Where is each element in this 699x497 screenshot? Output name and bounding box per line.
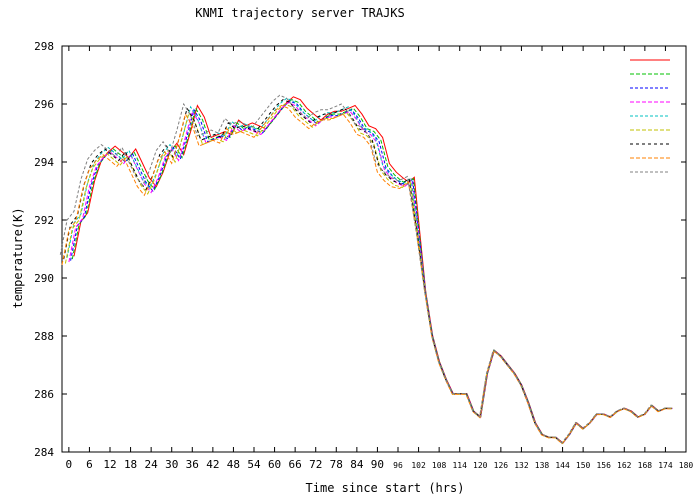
x-tick-label: 180 xyxy=(679,461,694,470)
x-tick-label: 120 xyxy=(473,461,488,470)
series-lines xyxy=(59,94,673,445)
y-tick-label: 296 xyxy=(34,98,54,111)
x-tick-label: 24 xyxy=(145,458,159,471)
x-tick-label: 168 xyxy=(638,461,653,470)
y-axis: 284 286 288 290 292 294 296 298 xyxy=(34,40,686,459)
series-line-8 xyxy=(61,104,672,445)
x-tick-label: 108 xyxy=(432,461,447,470)
x-tick-label: 60 xyxy=(268,458,281,471)
chart-title: KNMI trajectory server TRAJKS xyxy=(195,6,405,20)
series-line-1 xyxy=(73,96,673,444)
x-tick-label: 174 xyxy=(658,461,673,470)
x-tick-label: 150 xyxy=(576,461,591,470)
x-tick-label: 54 xyxy=(247,458,261,471)
x-tick-label: 156 xyxy=(596,461,611,470)
x-axis-label: Time since start (hrs) xyxy=(306,481,465,495)
y-tick-label: 298 xyxy=(34,40,54,53)
x-tick-label: 162 xyxy=(617,461,632,470)
x-tick-label: 84 xyxy=(350,458,364,471)
y-tick-label: 292 xyxy=(34,214,54,227)
series-line-6 xyxy=(64,103,672,445)
x-tick-label: 6 xyxy=(86,458,93,471)
x-tick-label: 42 xyxy=(206,458,219,471)
y-tick-label: 288 xyxy=(34,330,54,343)
x-tick-label: 96 xyxy=(393,461,403,470)
series-line-7 xyxy=(63,99,672,444)
plot-frame xyxy=(61,45,687,453)
legend xyxy=(630,59,670,173)
x-axis: 0 6 12 18 24 30 36 42 48 54 60 66 72 78 84 90 96 102 108 11… xyxy=(66,46,694,471)
y-tick-label: 290 xyxy=(34,272,54,285)
x-tick-label: 138 xyxy=(535,461,550,470)
y-tick-label: 286 xyxy=(34,388,54,401)
x-tick-label: 90 xyxy=(371,458,384,471)
series-line-3 xyxy=(70,100,673,445)
x-tick-label: 144 xyxy=(555,461,570,470)
series-line-4 xyxy=(68,101,673,445)
y-tick-label: 294 xyxy=(34,156,54,169)
x-tick-label: 30 xyxy=(165,458,178,471)
x-tick-label: 0 xyxy=(66,458,73,471)
x-tick-label: 78 xyxy=(330,458,343,471)
series-line-9 xyxy=(59,94,672,444)
x-tick-label: 48 xyxy=(227,458,240,471)
x-tick-label: 18 xyxy=(124,458,137,471)
x-tick-label: 126 xyxy=(494,461,509,470)
x-tick-label: 72 xyxy=(309,458,322,471)
x-tick-label: 102 xyxy=(411,461,426,470)
x-tick-label: 66 xyxy=(289,458,302,471)
y-axis-label: temperature(K) xyxy=(11,207,25,308)
x-tick-label: 12 xyxy=(103,458,116,471)
x-tick-label: 36 xyxy=(186,458,199,471)
series-line-5 xyxy=(66,97,673,444)
x-tick-label: 132 xyxy=(514,461,529,470)
y-tick-label: 284 xyxy=(34,446,54,459)
x-tick-label: 114 xyxy=(452,461,467,470)
